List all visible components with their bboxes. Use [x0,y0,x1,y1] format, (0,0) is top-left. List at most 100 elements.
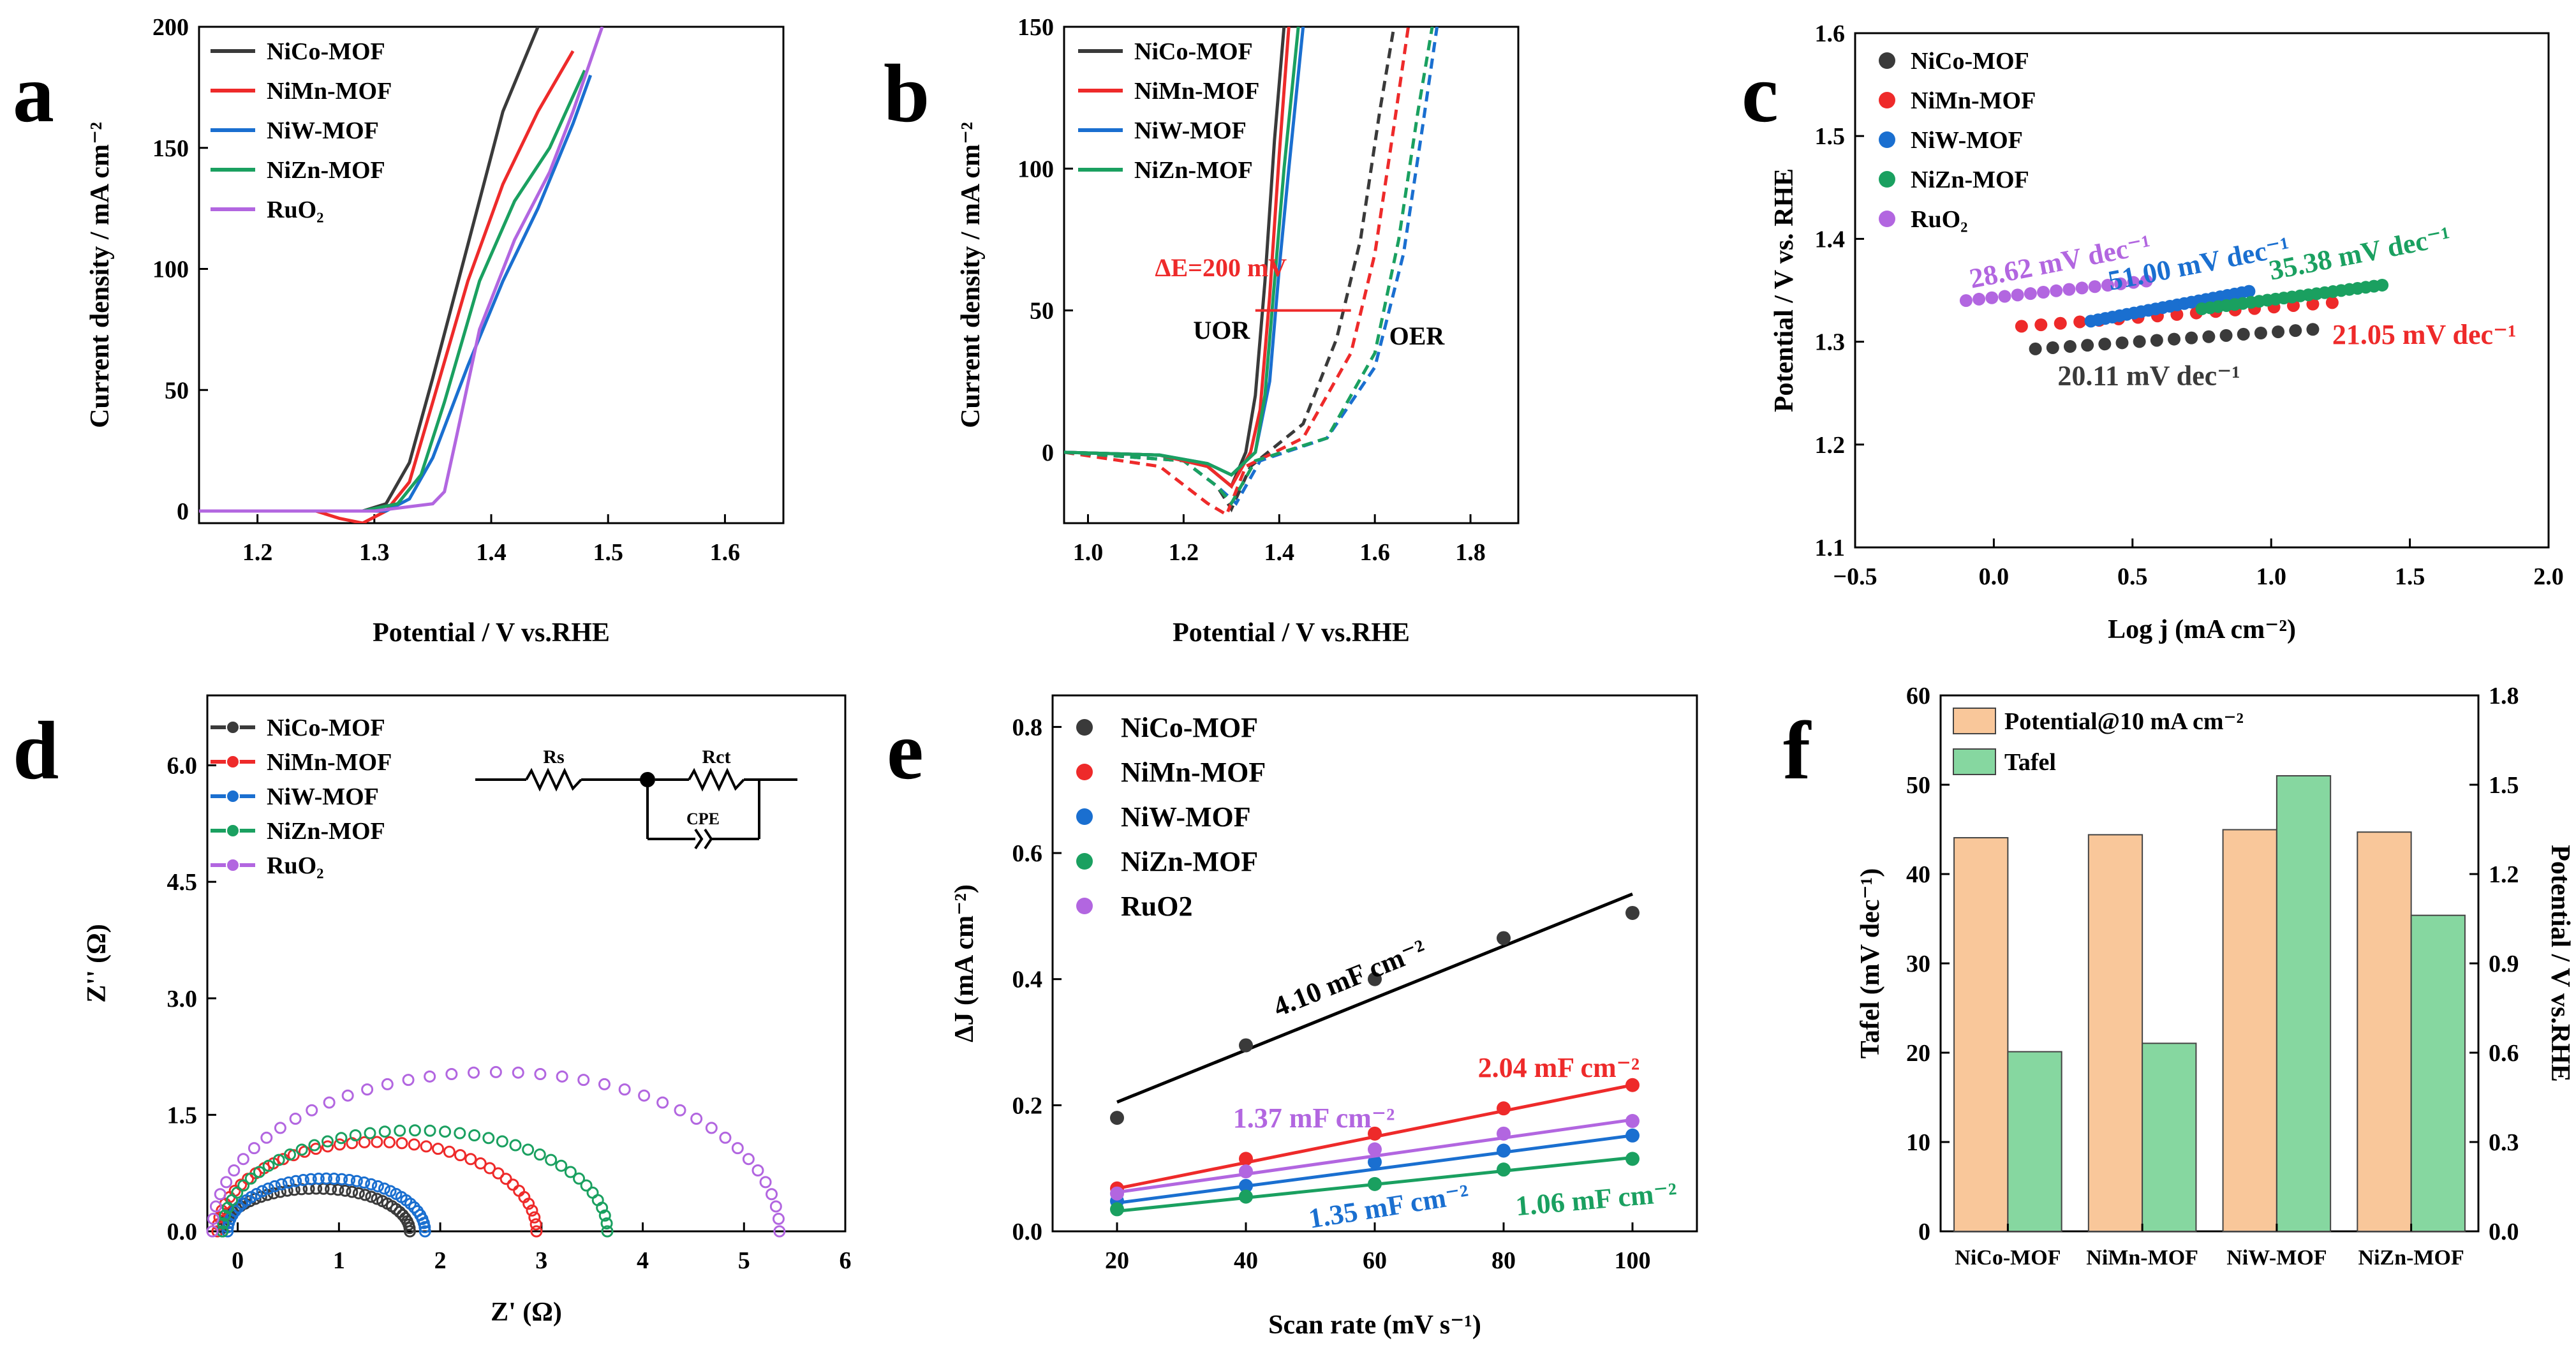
cdl-point-NiMn-MOF [1239,1152,1253,1166]
bar-potential [2087,834,2143,1232]
tafel-point-NiCo-MOF [2254,326,2267,339]
legend-label: NiMn-MOF [1911,87,2036,114]
eis-point-RuO₂ [323,1096,336,1109]
eis-point-NiW-MOF [320,1172,333,1185]
y-tick-label: 1.4 [1815,226,1846,253]
x-tick-label: 1.3 [359,539,390,566]
eis-point-NiW-MOF [350,1175,363,1187]
x-tick-label: 20 [1105,1247,1129,1274]
eis-point-NiCo-MOF [359,1189,371,1201]
eis-point-RuO₂ [306,1104,318,1116]
eis-point-RuO₂ [577,1074,590,1087]
eis-point-NiCo-MOF [332,1183,344,1196]
eis-point-NiMn-MOF [522,1198,535,1210]
eis-point-NiMn-MOF [530,1225,543,1238]
tafel-slope-label: 21.05 mV dec⁻¹ [2332,319,2517,350]
eis-point-RuO₂ [237,1153,249,1166]
cdl-point-RuO2 [1497,1126,1511,1141]
eis-point-NiCo-MOF [371,1192,383,1205]
eis-point-NiMn-MOF [474,1157,487,1170]
series-line-NiMn-MOF [199,50,575,523]
eis-point-NiCo-MOF [365,1191,378,1203]
panel-label: a [13,48,54,140]
eis-point-RuO₂ [759,1176,772,1189]
eis-point-NiW-MOF [282,1176,295,1189]
y-tick-label: 1.6 [1815,20,1846,47]
legend-label: NiZn-MOF [267,157,385,184]
eis-point-RuO₂ [742,1153,755,1166]
eis-point-RuO₂ [731,1142,744,1155]
uor-annotation: UOR [1193,316,1250,345]
eis-point-NiZn-MOF [349,1129,362,1141]
y-tick-label-right: 1.2 [2489,861,2519,888]
eis-point-NiZn-MOF [580,1179,593,1192]
y-tick-label: 100 [152,256,189,283]
legend-marker [226,858,240,872]
eis-point-NiZn-MOF [364,1127,376,1139]
eis-point-NiCo-MOF [339,1184,352,1197]
y-tick-label-left: 20 [1906,1040,1930,1067]
legend-marker [1076,808,1093,825]
eis-point-NiZn-MOF [253,1166,265,1178]
panel-label: c [1742,48,1779,140]
eis-point-NiZn-MOF [424,1124,436,1137]
eis-point-NiW-MOF [365,1178,378,1191]
eis-point-NiW-MOF [269,1180,281,1192]
axes-frame [1854,32,2550,549]
eis-point-NiMn-MOF [383,1136,396,1148]
bar-potential [2222,829,2277,1232]
y-tick-label-right: 0.3 [2489,1129,2519,1156]
eis-point-RuO₂ [209,1200,222,1213]
y-tick-label: 1.2 [1815,432,1846,459]
legend-swatch [1953,748,1996,775]
x-tick-label: 0.5 [2117,563,2148,590]
x-tick-label: 1.8 [1455,539,1486,566]
x-tick-label: 2.0 [2533,563,2564,590]
eis-point-RuO₂ [638,1089,651,1102]
legend-label: Potential@10 mA cm⁻² [2004,708,2244,735]
eis-point-RuO₂ [248,1142,260,1155]
eis-point-RuO₂ [719,1131,732,1144]
legend-label: NiW-MOF [1121,801,1251,833]
x-tick-label: 5 [738,1247,750,1274]
cdl-point-NiW-MOF [1497,1143,1511,1158]
y-tick-label: 3.0 [167,986,198,1012]
tafel-point-RuO₂ [1998,290,2011,303]
eis-point-NiZn-MOF [496,1135,508,1148]
legend-label: NiW-MOF [1911,127,2023,154]
tafel-point-NiCo-MOF [2150,334,2163,347]
eis-point-NiZn-MOF [394,1124,406,1137]
eis-point-NiW-MOF [297,1174,309,1187]
tafel-point-RuO₂ [2114,277,2128,290]
eis-point-NiMn-MOF [526,1204,538,1217]
axes-frame [1063,26,1520,524]
eis-point-RuO₂ [381,1078,394,1090]
eis-point-NiZn-MOF [244,1172,257,1185]
eis-point-NiZn-MOF [439,1125,452,1138]
legend-marker [1076,853,1093,870]
y-tick-label: 0 [177,498,189,525]
eis-point-NiMn-MOF [334,1138,346,1151]
legend-label: NiW-MOF [267,117,379,144]
x-tick-label: −0.5 [1833,563,1877,590]
x-tick-label: 0.0 [1979,563,2010,590]
legend-label: NiW-MOF [267,783,379,810]
legend-label: NiMn-MOF [1121,757,1266,788]
y-tick-label: 1.3 [1815,329,1846,356]
legend-marker [1879,52,1895,69]
tafel-point-NiCo-MOF [2306,323,2320,336]
eis-point-NiMn-MOF [484,1162,496,1175]
eis-point-NiMn-MOF [358,1136,371,1148]
cdl-point-RuO2 [1625,1114,1640,1129]
series-line-RuO₂ [199,27,604,513]
panel-f: 0 10 20 30 40 50 60 0.0 0.3 0.6 0.9 1.2 1.5 1.8 NiCo-M… [1783,683,2575,1270]
eis-point-NiZn-MOF [219,1209,232,1222]
legend-label: NiCo-MOF [267,38,385,65]
circuit-label-rct: Rct [702,746,731,768]
x-tick-label: 3 [535,1247,547,1274]
eis-point-NiMn-MOF [507,1178,519,1191]
x-tick-label: 1.0 [1073,539,1104,566]
tafel-point-NiCo-MOF [2046,341,2059,354]
x-tick-label: NiZn-MOF [2358,1246,2464,1270]
